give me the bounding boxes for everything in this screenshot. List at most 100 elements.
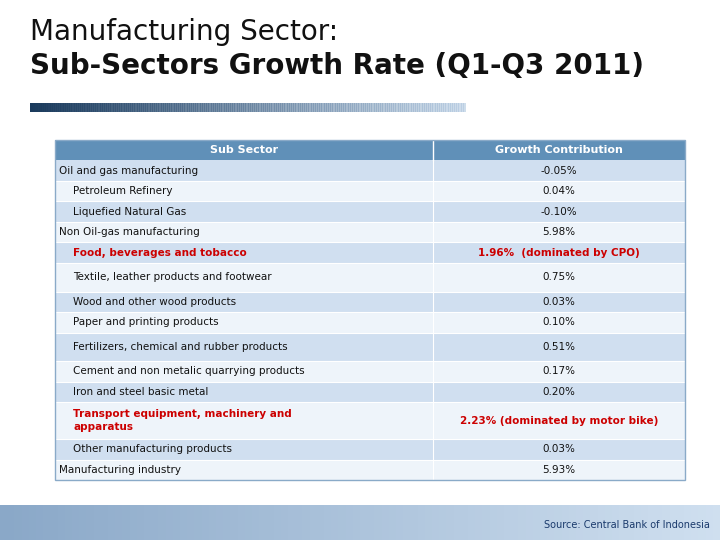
Text: 0.04%: 0.04% — [543, 186, 575, 196]
Bar — [312, 103, 316, 112]
Bar — [419, 103, 423, 112]
Bar — [426, 103, 429, 112]
Bar — [50, 505, 58, 540]
Bar — [206, 103, 210, 112]
Bar — [583, 505, 591, 540]
Text: 0.75%: 0.75% — [542, 272, 575, 282]
Text: Non Oil-gas manufacturing: Non Oil-gas manufacturing — [59, 227, 199, 237]
Bar — [384, 103, 387, 112]
Bar — [461, 103, 464, 112]
Bar — [94, 505, 102, 540]
Bar — [114, 103, 118, 112]
Bar — [39, 103, 42, 112]
Bar — [233, 103, 235, 112]
Bar — [356, 103, 359, 112]
Bar — [78, 103, 81, 112]
Bar — [202, 103, 205, 112]
Bar — [163, 103, 166, 112]
Bar — [415, 103, 418, 112]
Bar — [444, 103, 446, 112]
Bar — [58, 505, 66, 540]
Bar — [346, 505, 354, 540]
Bar — [238, 505, 246, 540]
Bar — [278, 103, 281, 112]
Bar — [391, 103, 395, 112]
Bar — [56, 103, 59, 112]
Bar — [101, 505, 109, 540]
Bar — [65, 505, 73, 540]
Bar — [382, 103, 385, 112]
Bar — [684, 505, 692, 540]
Bar — [55, 382, 685, 402]
Bar — [410, 103, 414, 112]
Bar — [446, 103, 449, 112]
Bar — [432, 505, 440, 540]
Bar — [219, 103, 222, 112]
Text: Iron and steel basic metal: Iron and steel basic metal — [73, 387, 208, 397]
Text: Source: Central Bank of Indonesia: Source: Central Bank of Indonesia — [544, 520, 710, 530]
Bar — [223, 505, 231, 540]
Text: Fertilizers, chemical and rubber products: Fertilizers, chemical and rubber product… — [73, 342, 287, 352]
Bar — [423, 103, 427, 112]
Bar — [315, 103, 318, 112]
Bar — [76, 103, 79, 112]
Bar — [126, 103, 129, 112]
Bar — [367, 103, 370, 112]
Bar — [108, 103, 112, 112]
Bar — [378, 103, 381, 112]
Bar — [274, 103, 276, 112]
Bar — [526, 505, 534, 540]
Bar — [69, 103, 72, 112]
Text: Manufacturing Sector:: Manufacturing Sector: — [30, 18, 338, 46]
Bar — [52, 103, 55, 112]
Bar — [475, 505, 483, 540]
Bar — [533, 505, 541, 540]
Bar — [497, 505, 505, 540]
Bar — [324, 505, 332, 540]
Bar — [280, 103, 283, 112]
Bar — [99, 103, 103, 112]
Text: Sub-Sectors Growth Rate (Q1-Q3 2011): Sub-Sectors Growth Rate (Q1-Q3 2011) — [30, 52, 644, 80]
Bar — [166, 505, 174, 540]
Bar — [139, 103, 142, 112]
Bar — [30, 103, 33, 112]
Bar — [55, 361, 685, 382]
Bar — [323, 103, 327, 112]
Bar — [230, 505, 238, 540]
Bar — [461, 505, 469, 540]
Bar — [7, 505, 15, 540]
Bar — [199, 103, 203, 112]
Bar — [135, 103, 138, 112]
Bar — [158, 505, 166, 540]
Bar — [250, 103, 253, 112]
Bar — [224, 103, 227, 112]
Bar — [108, 505, 116, 540]
Bar — [317, 103, 320, 112]
Bar — [372, 103, 374, 112]
Bar — [208, 103, 212, 112]
Bar — [421, 103, 425, 112]
Bar — [282, 103, 285, 112]
Text: Manufacturing industry: Manufacturing industry — [59, 465, 181, 475]
Bar — [369, 103, 372, 112]
Bar — [182, 103, 186, 112]
Bar — [48, 103, 50, 112]
Text: 5.98%: 5.98% — [542, 227, 575, 237]
Bar — [216, 505, 224, 540]
Bar — [446, 505, 454, 540]
Text: 0.10%: 0.10% — [543, 318, 575, 327]
Bar — [161, 103, 163, 112]
Bar — [359, 103, 361, 112]
Bar — [425, 505, 433, 540]
Bar — [115, 505, 123, 540]
Bar — [204, 103, 207, 112]
Bar — [67, 103, 70, 112]
Bar — [209, 505, 217, 540]
Bar — [348, 103, 351, 112]
Bar — [380, 103, 383, 112]
Bar — [173, 505, 181, 540]
Bar — [408, 103, 412, 112]
Bar — [648, 505, 656, 540]
Bar — [482, 505, 490, 540]
Bar — [448, 103, 451, 112]
